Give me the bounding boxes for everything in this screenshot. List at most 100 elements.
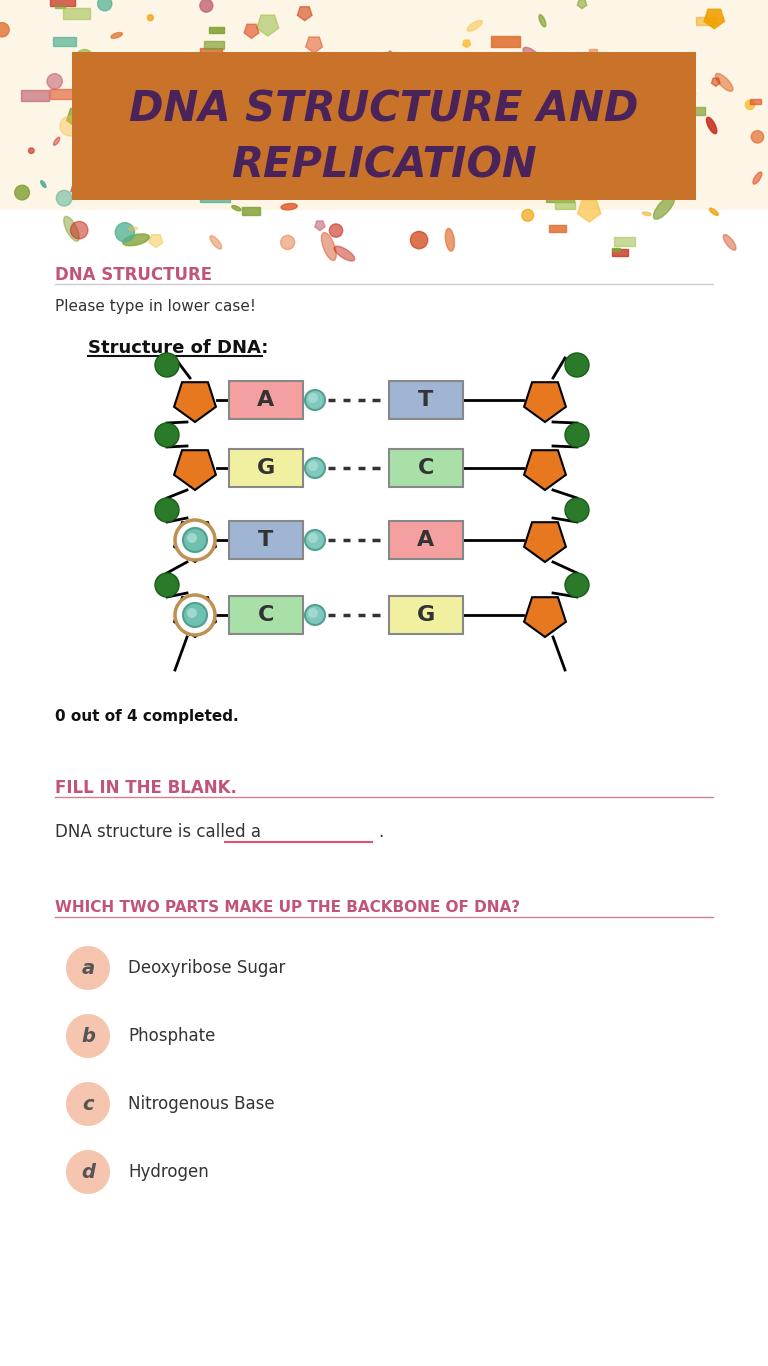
Circle shape bbox=[305, 391, 325, 410]
Bar bbox=[611, 247, 621, 251]
FancyBboxPatch shape bbox=[0, 0, 768, 255]
Text: A: A bbox=[417, 530, 435, 550]
Bar bbox=[204, 41, 224, 49]
Circle shape bbox=[115, 223, 134, 242]
Polygon shape bbox=[456, 53, 477, 72]
Bar bbox=[200, 190, 230, 202]
Polygon shape bbox=[711, 78, 720, 86]
Ellipse shape bbox=[467, 20, 482, 31]
Polygon shape bbox=[149, 235, 163, 247]
Ellipse shape bbox=[334, 246, 355, 261]
Ellipse shape bbox=[240, 134, 261, 157]
FancyBboxPatch shape bbox=[229, 449, 303, 488]
Ellipse shape bbox=[445, 228, 455, 251]
Text: DNA structure is called a: DNA structure is called a bbox=[55, 822, 261, 841]
Circle shape bbox=[308, 533, 318, 544]
Ellipse shape bbox=[654, 195, 675, 219]
Bar bbox=[538, 164, 560, 172]
Circle shape bbox=[66, 1150, 110, 1194]
Text: 0 out of 4 completed.: 0 out of 4 completed. bbox=[55, 709, 239, 724]
Ellipse shape bbox=[642, 212, 651, 216]
Circle shape bbox=[280, 235, 295, 250]
Polygon shape bbox=[578, 0, 587, 8]
Ellipse shape bbox=[538, 128, 551, 153]
Ellipse shape bbox=[523, 48, 546, 70]
Polygon shape bbox=[244, 25, 259, 38]
Polygon shape bbox=[174, 382, 216, 422]
FancyBboxPatch shape bbox=[389, 381, 463, 419]
Bar bbox=[492, 36, 520, 48]
Bar bbox=[750, 100, 761, 104]
Polygon shape bbox=[120, 161, 143, 183]
Bar bbox=[508, 130, 538, 141]
Bar bbox=[115, 131, 138, 141]
Circle shape bbox=[183, 602, 207, 627]
Circle shape bbox=[66, 1082, 110, 1126]
Bar bbox=[128, 109, 137, 112]
Polygon shape bbox=[306, 37, 323, 53]
FancyBboxPatch shape bbox=[229, 520, 303, 559]
Circle shape bbox=[243, 163, 262, 182]
FancyBboxPatch shape bbox=[229, 596, 303, 634]
Ellipse shape bbox=[355, 164, 373, 176]
Polygon shape bbox=[174, 522, 216, 561]
Text: WHICH TWO PARTS MAKE UP THE BACKBONE OF DNA?: WHICH TWO PARTS MAKE UP THE BACKBONE OF … bbox=[55, 900, 520, 915]
Text: Hydrogen: Hydrogen bbox=[128, 1162, 209, 1182]
Polygon shape bbox=[524, 451, 566, 490]
Ellipse shape bbox=[683, 108, 694, 135]
Text: DNA STRUCTURE AND: DNA STRUCTURE AND bbox=[129, 89, 639, 131]
Polygon shape bbox=[389, 75, 405, 90]
Ellipse shape bbox=[128, 227, 137, 231]
Bar bbox=[696, 16, 716, 25]
Polygon shape bbox=[403, 134, 413, 143]
Circle shape bbox=[305, 605, 325, 626]
Circle shape bbox=[751, 131, 763, 143]
Ellipse shape bbox=[54, 137, 60, 145]
Ellipse shape bbox=[629, 89, 644, 94]
Polygon shape bbox=[704, 10, 724, 29]
Polygon shape bbox=[174, 451, 216, 490]
Circle shape bbox=[66, 1014, 110, 1059]
Polygon shape bbox=[161, 82, 186, 107]
Circle shape bbox=[187, 608, 197, 617]
Ellipse shape bbox=[415, 135, 429, 143]
Ellipse shape bbox=[539, 15, 546, 27]
Text: Nitrogenous Base: Nitrogenous Base bbox=[128, 1096, 275, 1113]
Ellipse shape bbox=[715, 74, 733, 92]
Polygon shape bbox=[293, 149, 316, 171]
Text: DNA STRUCTURE: DNA STRUCTURE bbox=[55, 266, 212, 284]
Polygon shape bbox=[297, 7, 312, 20]
Polygon shape bbox=[578, 199, 601, 223]
Polygon shape bbox=[82, 98, 90, 105]
Text: Please type in lower case!: Please type in lower case! bbox=[55, 299, 256, 314]
Ellipse shape bbox=[217, 90, 233, 97]
Bar bbox=[614, 75, 627, 81]
Polygon shape bbox=[462, 40, 471, 48]
Bar bbox=[589, 49, 598, 52]
Ellipse shape bbox=[710, 208, 718, 216]
Circle shape bbox=[574, 101, 587, 115]
Ellipse shape bbox=[723, 235, 736, 250]
Bar bbox=[64, 8, 90, 19]
Circle shape bbox=[71, 221, 88, 239]
Circle shape bbox=[521, 209, 534, 221]
Polygon shape bbox=[294, 111, 320, 135]
Ellipse shape bbox=[707, 117, 717, 134]
Bar bbox=[200, 48, 223, 57]
Circle shape bbox=[565, 499, 589, 522]
Ellipse shape bbox=[329, 167, 345, 176]
Polygon shape bbox=[174, 597, 216, 637]
Polygon shape bbox=[72, 164, 84, 175]
Text: C: C bbox=[258, 605, 274, 626]
Bar bbox=[55, 4, 65, 8]
Circle shape bbox=[15, 186, 29, 199]
Ellipse shape bbox=[386, 51, 394, 72]
FancyBboxPatch shape bbox=[72, 52, 696, 199]
Bar bbox=[76, 122, 94, 130]
Text: FILL IN THE BLANK.: FILL IN THE BLANK. bbox=[55, 779, 237, 796]
Circle shape bbox=[187, 67, 204, 83]
Polygon shape bbox=[524, 522, 566, 561]
Polygon shape bbox=[315, 221, 325, 231]
Circle shape bbox=[565, 352, 589, 377]
Circle shape bbox=[56, 190, 72, 206]
